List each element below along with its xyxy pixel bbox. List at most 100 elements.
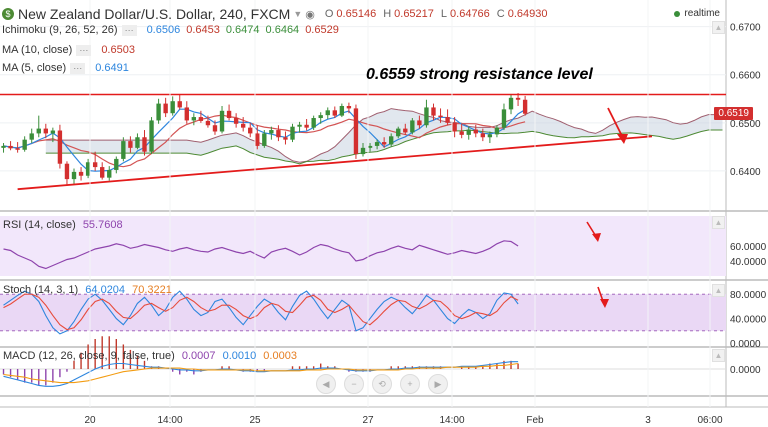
candle-body <box>177 101 182 108</box>
indicator-options-icon[interactable]: ⋯ <box>76 44 92 56</box>
stoch-legend[interactable]: Stoch (14, 3, 1) 64.0204 70.3221 <box>3 284 172 296</box>
ma5-value: 0.6491 <box>95 62 129 74</box>
stoch-tick-label: 40.0000 <box>730 315 767 326</box>
candle-body <box>248 127 253 134</box>
rsi-value: 55.7608 <box>82 219 123 231</box>
ichimoku-label: Ichimoku (9, 26, 52, 26) <box>2 24 118 36</box>
candle-body <box>184 107 189 121</box>
candle-body <box>311 118 316 128</box>
time-tick-label: 25 <box>249 415 261 426</box>
rsi-band <box>0 216 726 276</box>
rsi-line <box>3 240 519 270</box>
price-tick-label: 0.6700 <box>730 23 761 34</box>
macd-label: MACD (12, 26, close, 9, false, true) <box>3 350 175 362</box>
chart-header: $ New Zealand Dollar/U.S. Dollar, 240, F… <box>2 3 552 25</box>
forecast-arrowhead <box>617 134 628 144</box>
candle-body <box>283 137 288 140</box>
candle-body <box>473 129 478 134</box>
price-tick-label: 0.6600 <box>730 71 761 82</box>
candle-body <box>233 118 239 124</box>
candle-body <box>15 148 20 150</box>
chart-navigation[interactable]: ◀ − ⟲ + ▶ <box>316 374 448 394</box>
indicator-options-icon[interactable]: ⋯ <box>70 62 86 74</box>
ma5-legend[interactable]: MA (5, close) ⋯ 0.6491 <box>2 60 129 76</box>
candle-body <box>163 103 168 114</box>
ichimoku-value: 0.6453 <box>186 24 220 36</box>
candle-body <box>494 127 500 135</box>
candle-body <box>297 124 302 127</box>
candle-body <box>22 139 27 150</box>
candle-body <box>276 130 281 138</box>
candle-body <box>240 123 246 128</box>
stoch-tick-label: 80.0000 <box>730 290 767 301</box>
last-price-tag: 0.6519 <box>714 106 753 120</box>
candle-body <box>191 117 197 121</box>
candle-body <box>114 158 119 170</box>
collapse-pane-icon[interactable]: ▲ <box>712 349 725 362</box>
candle-body <box>487 134 493 138</box>
chevron-down-icon[interactable]: ▼ <box>293 9 303 19</box>
collapse-pane-icon[interactable]: ▲ <box>712 284 725 297</box>
visibility-icon[interactable]: ◉ <box>305 8 315 21</box>
candle-body <box>438 115 443 118</box>
macd-tick-label: 0.0000 <box>730 365 761 376</box>
high-value: 0.65217 <box>394 8 434 20</box>
ichimoku-legend[interactable]: Ichimoku (9, 26, 52, 26) ⋯ 0.6506 0.6453… <box>2 22 339 38</box>
candle-body <box>198 117 204 121</box>
ichimoku-value: 0.6464 <box>265 24 300 36</box>
ma10-label: MA (10, close) <box>2 44 73 56</box>
candle-body <box>255 133 260 146</box>
candle-body <box>304 124 309 128</box>
candle-body <box>466 129 471 135</box>
scroll-right-icon[interactable]: ▶ <box>428 374 448 394</box>
macd-signal-line <box>3 362 519 384</box>
candle-body <box>332 110 337 116</box>
candle-body <box>318 115 323 119</box>
collapse-pane-icon[interactable]: ▲ <box>712 216 725 229</box>
ichimoku-span-b <box>45 129 723 165</box>
candle-body <box>325 110 330 116</box>
candle-body <box>92 162 98 168</box>
zoom-in-icon[interactable]: + <box>400 374 420 394</box>
candle-body <box>515 97 521 100</box>
candle-body <box>8 145 13 149</box>
live-dot-icon <box>674 10 681 17</box>
open-label: O <box>324 8 334 20</box>
candle-body <box>389 136 394 145</box>
stoch-tick-label: 0.0000 <box>730 339 761 350</box>
candle-body <box>128 141 133 148</box>
zoom-out-icon[interactable]: − <box>344 374 364 394</box>
stoch-band <box>0 294 726 331</box>
macd-line-value: 0.0010 <box>222 350 257 362</box>
candle-body <box>135 137 140 148</box>
macd-line <box>3 361 519 387</box>
ma10-value: 0.6503 <box>101 44 135 56</box>
rsi-arrowhead <box>592 233 601 242</box>
rsi-legend[interactable]: RSI (14, close) 55.7608 <box>3 219 123 231</box>
macd-legend[interactable]: MACD (12, 26, close, 9, false, true) 0.0… <box>3 350 297 362</box>
candle-body <box>205 120 211 126</box>
time-tick-label: 14:00 <box>157 415 182 426</box>
ma5-label: MA (5, close) <box>2 62 67 74</box>
candle-body <box>459 131 464 135</box>
candle-body <box>71 171 77 180</box>
ma10-legend[interactable]: MA (10, close) ⋯ 0.6503 <box>2 42 135 58</box>
candle-body <box>149 120 154 152</box>
candle-body <box>269 130 274 134</box>
candle-body <box>290 126 295 140</box>
candle-body <box>262 133 267 146</box>
chart-title[interactable]: New Zealand Dollar/U.S. Dollar, 240, FXC… <box>18 6 291 22</box>
indicator-options-icon[interactable]: ⋯ <box>121 24 137 36</box>
scroll-left-icon[interactable]: ◀ <box>316 374 336 394</box>
stoch-arrowhead <box>600 299 609 308</box>
reset-icon[interactable]: ⟲ <box>372 374 392 394</box>
resistance-annotation: 0.6559 strong resistance level <box>366 66 593 83</box>
candle-body <box>339 106 345 116</box>
high-label: H <box>383 8 392 20</box>
candle-body <box>374 142 380 146</box>
collapse-pane-icon[interactable]: ▲ <box>712 21 725 34</box>
ichimoku-cloud <box>45 108 723 164</box>
currency-icon: $ <box>2 8 14 20</box>
